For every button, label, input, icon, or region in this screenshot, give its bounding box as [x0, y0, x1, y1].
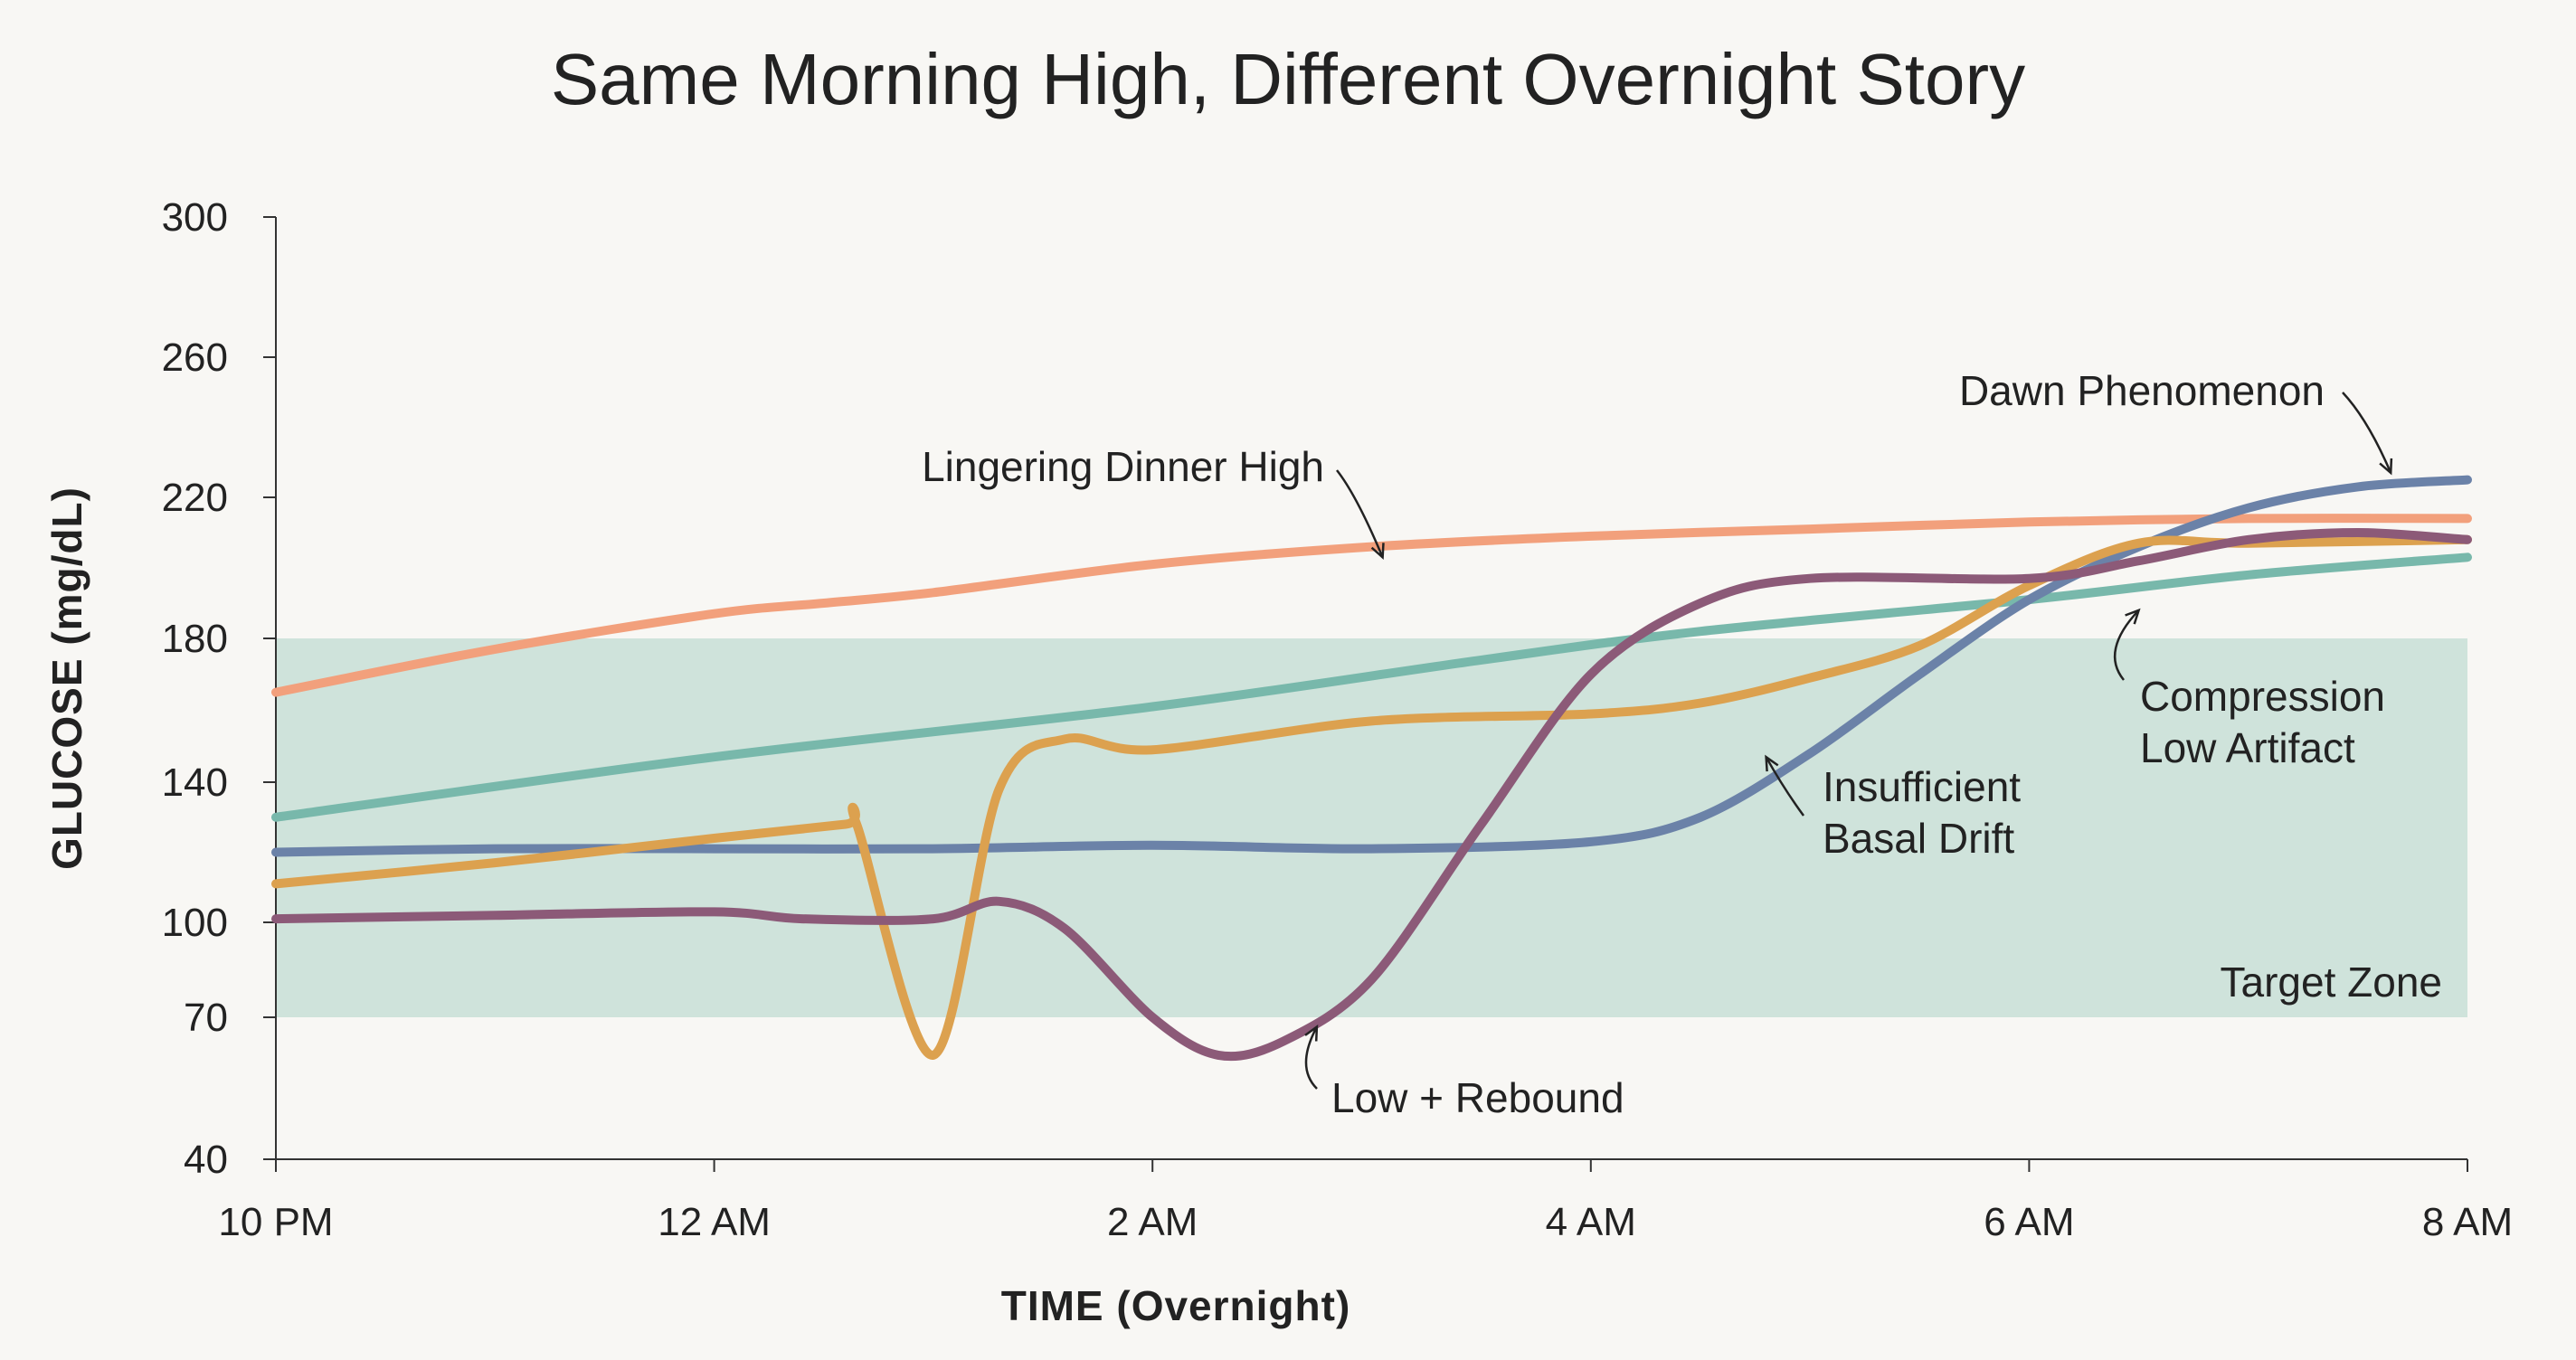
annotation-arrow	[1304, 1025, 1319, 1090]
x-tick-label: 2 AM	[1107, 1200, 1198, 1244]
y-tick-label: 40	[184, 1138, 228, 1182]
y-tick-label: 260	[162, 335, 228, 380]
y-tick-label: 220	[162, 476, 228, 520]
annotation-label: Compression Low Artifact	[2140, 673, 2385, 771]
target-zone-label: Target Zone	[2221, 959, 2442, 1006]
x-axis-label: TIME (Overnight)	[1001, 1282, 1351, 1329]
x-tick-label: 10 PM	[218, 1200, 333, 1244]
plot-area: Target Zone 40 70 100 140 180 220 260 300 10 PM 12…	[162, 195, 2514, 1244]
series-line-rebound	[271, 528, 2472, 1062]
series-line-dinner	[271, 514, 2472, 697]
x-tick-label: 6 AM	[1984, 1200, 2074, 1244]
annotation-line: Low + Rebound	[1331, 1074, 1624, 1121]
x-tick-label: 8 AM	[2422, 1200, 2513, 1244]
annotation-line: Compression	[2140, 673, 2385, 720]
annotation-line: Basal Drift	[1823, 815, 2014, 862]
annotation-arrow	[2113, 609, 2140, 681]
annotation-arrowhead	[1370, 543, 1385, 560]
annotation-arrowhead	[2125, 608, 2141, 625]
annotation-label: Low + Rebound	[1331, 1074, 1624, 1121]
y-tick-label: 300	[162, 195, 228, 240]
annotation-arrowhead	[2379, 458, 2393, 476]
annotation-label: Lingering Dinner High	[922, 443, 1324, 490]
y-tick-label: 70	[184, 996, 228, 1040]
annotation-line: Dawn Phenomenon	[1959, 367, 2325, 414]
series-line-compression	[271, 534, 2472, 1060]
chart-title: Same Morning High, Different Overnight S…	[551, 39, 2025, 119]
annotation-arrow	[2342, 392, 2392, 474]
annotation-label: Insufficient Basal Drift	[1823, 763, 2021, 862]
series-line-basal	[271, 475, 2472, 857]
x-tick-label: 4 AM	[1546, 1200, 1636, 1244]
annotation-line: Lingering Dinner High	[922, 443, 1324, 490]
annotation-arrowhead	[1304, 1024, 1319, 1042]
x-tick-label: 12 AM	[658, 1200, 771, 1244]
annotation-line: Insufficient	[1823, 763, 2021, 810]
annotation-arrow	[1765, 756, 1805, 817]
y-tick-label: 180	[162, 617, 228, 661]
target-zone-band	[276, 638, 2467, 1017]
annotation-arrow	[1336, 469, 1384, 558]
series-line-dawn	[271, 552, 2472, 822]
annotation-label: Dawn Phenomenon	[1959, 367, 2325, 414]
annotation-arrowhead	[1765, 754, 1779, 772]
annotation-line: Low Artifact	[2140, 724, 2355, 771]
y-tick-label: 140	[162, 760, 228, 805]
y-tick-label: 100	[162, 901, 228, 945]
y-axis-label: GLUCOSE (mg/dL)	[43, 486, 90, 870]
